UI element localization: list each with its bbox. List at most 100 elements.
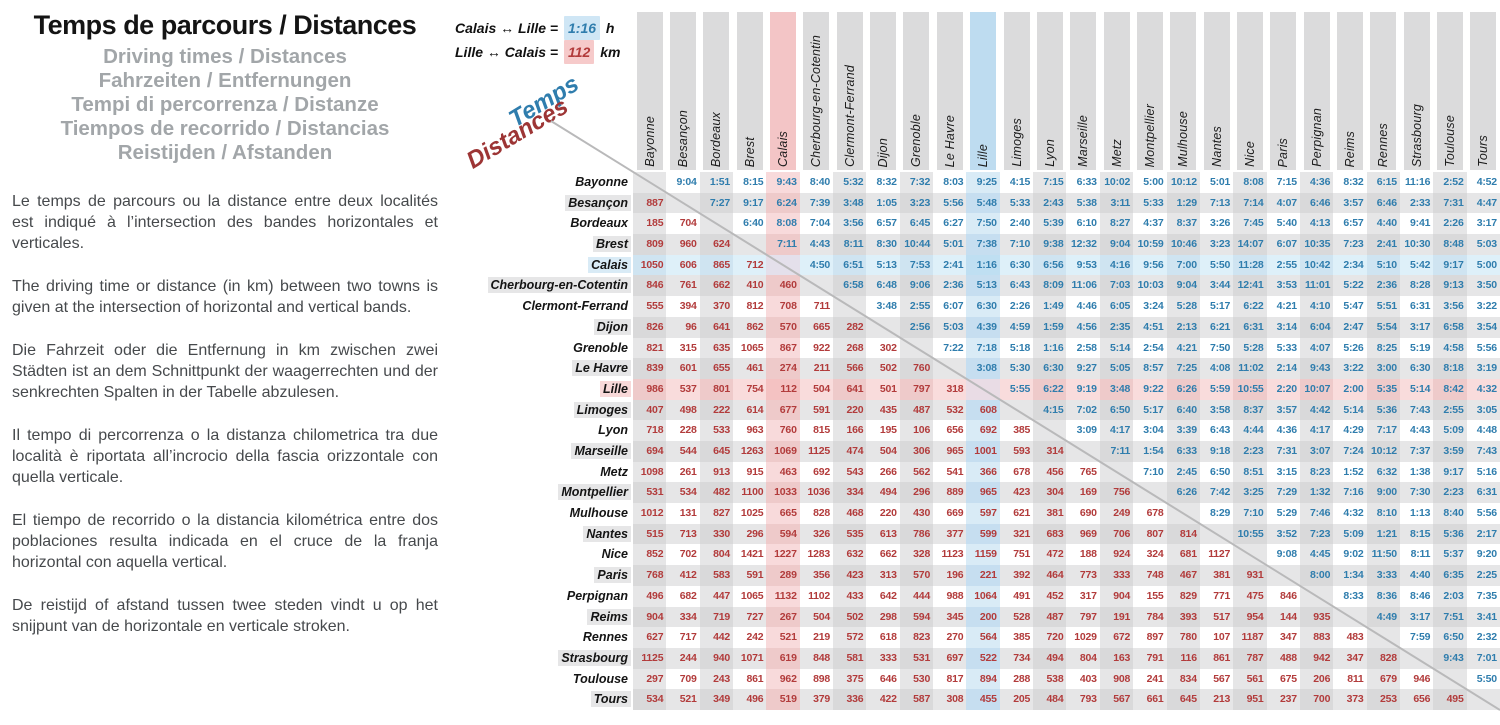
time-cell-grenoble-marseille: 2:58: [1066, 337, 1100, 359]
time-cell-metz-perpignan: 8:23: [1299, 461, 1334, 483]
time-cell-clermont-ferrand-rennes: 5:51: [1366, 296, 1400, 317]
table-row-paris: 768 412 583 591 289 356 423 313 570 196 221 392 464 7…: [633, 565, 1500, 586]
distance-cell-lille-brest: 754: [733, 378, 767, 400]
distance-cell-reims-le-havre: 345: [933, 606, 967, 628]
distance-cell-paris-bayonne: 768: [633, 565, 667, 586]
diagonal-cell: [833, 296, 867, 317]
table-row-grenoble: 821 315 635 1065 867 922 268 302 7:22 7:18 5:18 1:1…: [633, 337, 1500, 359]
intro-paragraph-5: De reistijd of afstand tussen twee stede…: [12, 597, 438, 635]
distance-cell-metz-besan-on: 261: [666, 461, 700, 483]
column-header-le-havre: Le Havre: [936, 12, 963, 170]
time-cell-dijon-lyon: 1:59: [1033, 316, 1067, 338]
time-cell-dijon-grenoble: 2:56: [899, 316, 934, 338]
time-cell-calais-le-havre: 2:41: [933, 254, 967, 276]
time-cell-limoges-paris: 3:57: [1266, 399, 1300, 421]
distance-cell-limoges-bordeaux: 222: [699, 399, 734, 421]
distance-cell-marseille-clermont-ferrand: 474: [833, 441, 867, 462]
legend-distance-prefix: Lille ↔ Calais =: [455, 44, 559, 60]
column-header-label: Paris: [1276, 137, 1291, 167]
time-cell-metz-strasbourg: 1:38: [1399, 461, 1434, 483]
time-cell-dijon-limoges: 4:59: [999, 316, 1034, 338]
distance-cell-tours-lille: 455: [966, 689, 1000, 710]
time-cell-clermont-ferrand-toulouse: 3:56: [1433, 296, 1467, 317]
distance-cell-paris-mulhouse: 467: [1166, 565, 1200, 586]
time-cell-dijon-perpignan: 6:04: [1299, 316, 1334, 338]
distance-cell-toulouse-nice: 561: [1233, 668, 1267, 690]
distance-cell-perpignan-bordeaux: 447: [699, 585, 734, 607]
time-cell-calais-reims: 2:34: [1333, 254, 1367, 276]
distance-cell-limoges-clermont-ferrand: 220: [833, 399, 867, 421]
distance-cell-perpignan-mulhouse: 829: [1166, 585, 1200, 607]
distance-cell-grenoble-besan-on: 315: [666, 337, 700, 359]
time-cell-clermont-ferrand-paris: 4:21: [1266, 296, 1300, 317]
time-cell-strasbourg-tours: 7:01: [1466, 647, 1500, 669]
distance-cell-brest-bordeaux: 624: [699, 234, 734, 255]
column-header-label: Cherbourg-en-Cotentin: [809, 34, 824, 167]
distance-cell-strasbourg-clermont-ferrand: 581: [833, 647, 867, 669]
distance-cell-montpellier-metz: 756: [1099, 482, 1134, 504]
time-cell-grenoble-le-havre: 7:22: [933, 337, 967, 359]
distance-cell-nice-clermont-ferrand: 632: [833, 544, 867, 566]
row-label-bayonne: Bayonne: [440, 172, 631, 193]
distance-cell-lyon-bayonne: 718: [633, 420, 667, 441]
column-header-label: Tours: [1476, 135, 1491, 167]
distance-cell-limoges-dijon: 435: [866, 399, 900, 421]
distance-cell-metz-lille: 366: [966, 461, 1000, 483]
legend-distance-example: Lille ↔ Calais = 112 km: [455, 40, 620, 64]
time-cell-mulhouse-toulouse: 8:40: [1433, 503, 1467, 524]
distance-cell-toulouse-mulhouse: 834: [1166, 668, 1200, 690]
time-cell-metz-paris: 3:15: [1266, 461, 1300, 483]
subtitle-0: Driving times / Distances: [103, 45, 347, 68]
distance-cell-grenoble-bordeaux: 635: [699, 337, 734, 359]
distance-cell-nantes-brest: 296: [733, 523, 767, 545]
distance-cell-perpignan-besan-on: 682: [666, 585, 700, 607]
legend-time-prefix: Calais ↔ Lille =: [455, 20, 559, 36]
distance-cell-strasbourg-bordeaux: 940: [699, 647, 734, 669]
distance-cell-nantes-clermont-ferrand: 535: [833, 523, 867, 545]
time-cell-lille-mulhouse: 6:26: [1166, 378, 1200, 400]
column-header-calais: Calais: [770, 12, 797, 170]
time-cell-bayonne-nice: 8:08: [1233, 172, 1267, 193]
distance-cell-reims-nantes: 517: [1199, 606, 1234, 628]
distance-cell-reims-perpignan: 935: [1299, 606, 1334, 628]
distance-cell-tours-nice: 951: [1233, 689, 1267, 710]
time-cell-marseille-nice: 2:23: [1233, 441, 1267, 462]
distance-cell-toulouse-dijon: 646: [866, 668, 900, 690]
distance-cell-reims-mulhouse: 393: [1166, 606, 1200, 628]
distance-cell-montpellier-besan-on: 534: [666, 482, 700, 504]
time-cell-brest-toulouse: 8:48: [1433, 234, 1467, 255]
distance-cell-mulhouse-limoges: 621: [999, 503, 1034, 524]
distance-cell-metz-lyon: 456: [1033, 461, 1067, 483]
distance-cell-strasbourg-le-havre: 697: [933, 647, 967, 669]
distance-cell-strasbourg-rennes: 828: [1366, 647, 1400, 669]
time-cell-lille-perpignan: 10:07: [1299, 378, 1334, 400]
column-header-label: Rennes: [1376, 122, 1391, 167]
time-cell-le-havre-toulouse: 8:18: [1433, 358, 1467, 379]
time-cell-clermont-ferrand-metz: 6:05: [1099, 296, 1134, 317]
time-cell-limoges-nantes: 3:58: [1199, 399, 1234, 421]
time-cell-bordeaux-rennes: 4:40: [1366, 213, 1400, 235]
distance-cell-clermont-ferrand-cherbourg-en-cotentin: 711: [799, 296, 834, 317]
time-cell-bayonne-clermont-ferrand: 5:32: [833, 172, 867, 193]
time-cell-metz-nantes: 6:50: [1199, 461, 1234, 483]
distance-cell-strasbourg-metz: 163: [1099, 647, 1134, 669]
distance-cell-tours-dijon: 422: [866, 689, 900, 710]
distance-cell-montpellier-bordeaux: 482: [699, 482, 734, 504]
distance-cell-lyon-lille: 692: [966, 420, 1000, 441]
row-label-text: Grenoble: [573, 340, 628, 355]
time-cell-bayonne-dijon: 8:32: [866, 172, 900, 193]
time-cell-bayonne-marseille: 6:33: [1066, 172, 1100, 193]
time-cell-dijon-tours: 3:54: [1466, 316, 1500, 338]
time-cell-marseille-nantes: 9:18: [1199, 441, 1234, 462]
distance-cell-perpignan-bayonne: 496: [633, 585, 667, 607]
time-cell-calais-limoges: 6:30: [999, 254, 1034, 276]
time-cell-lille-tours: 4:32: [1466, 378, 1500, 400]
time-cell-rennes-toulouse: 6:50: [1433, 627, 1467, 648]
time-cell-bordeaux-paris: 5:40: [1266, 213, 1300, 235]
diagonal-cell: [799, 275, 834, 297]
column-header-toulouse: Toulouse: [1437, 12, 1463, 170]
time-cell-montpellier-toulouse: 2:23: [1433, 482, 1467, 504]
time-cell-bordeaux-calais: 8:08: [766, 213, 800, 235]
row-label-paris: Paris: [440, 565, 631, 586]
time-cell-le-havre-limoges: 5:30: [999, 358, 1034, 379]
